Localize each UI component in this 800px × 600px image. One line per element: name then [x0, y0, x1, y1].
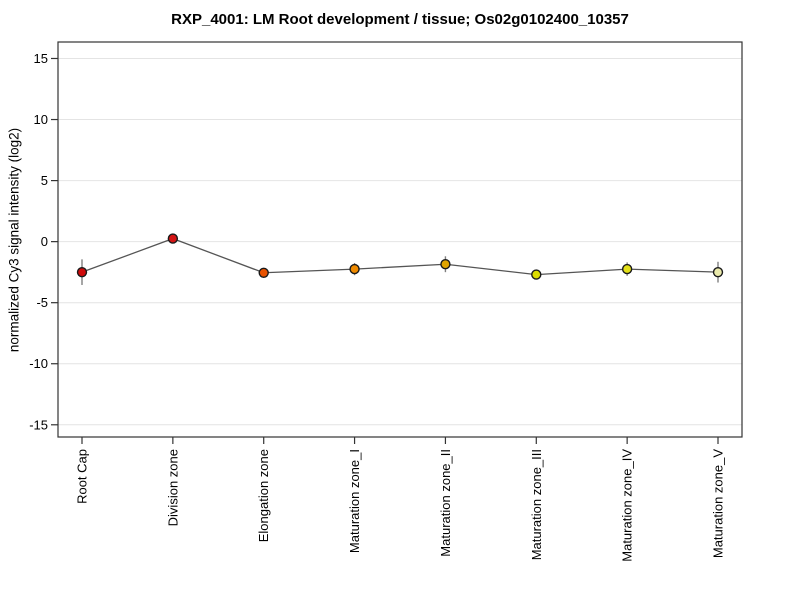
x-axis-tick-label: Division zone	[165, 449, 180, 526]
x-axis-tick-label: Maturation zone_IV	[620, 449, 635, 562]
data-point-marker	[258, 267, 269, 278]
x-axis-tick-label: Maturation zone_I	[347, 449, 362, 553]
data-point-marker	[167, 233, 179, 244]
series-line	[81, 237, 719, 276]
data-point-marker	[531, 269, 542, 280]
chart-title: RXP_4001: LM Root development / tissue; …	[171, 11, 629, 28]
data-point-marker	[440, 259, 451, 270]
plot-box	[57, 41, 743, 438]
y-axis-tick-label: -5	[36, 295, 48, 310]
x-axis-tick-label: Maturation zone_II	[438, 449, 453, 557]
data-point-marker	[349, 263, 360, 275]
y-axis-tick-label: -15	[29, 417, 48, 432]
x-axis-tick-label: Maturation zone_V	[711, 449, 726, 558]
data-point-marker	[76, 266, 88, 278]
x-axis-tick-label: Elongation zone	[256, 449, 271, 542]
data-point-marker	[712, 266, 724, 278]
y-axis-tick-label: 15	[34, 51, 48, 66]
x-axis-tick-label: Maturation zone_III	[529, 449, 544, 560]
y-axis-tick-label: 5	[41, 173, 48, 188]
y-axis-tick-label: -10	[29, 356, 48, 371]
y-axis-tick-label: 0	[41, 234, 48, 249]
y-axis-tick-label: 10	[34, 112, 48, 127]
data-point-marker	[621, 263, 633, 275]
x-axis-tick-label: Root Cap	[75, 449, 90, 504]
